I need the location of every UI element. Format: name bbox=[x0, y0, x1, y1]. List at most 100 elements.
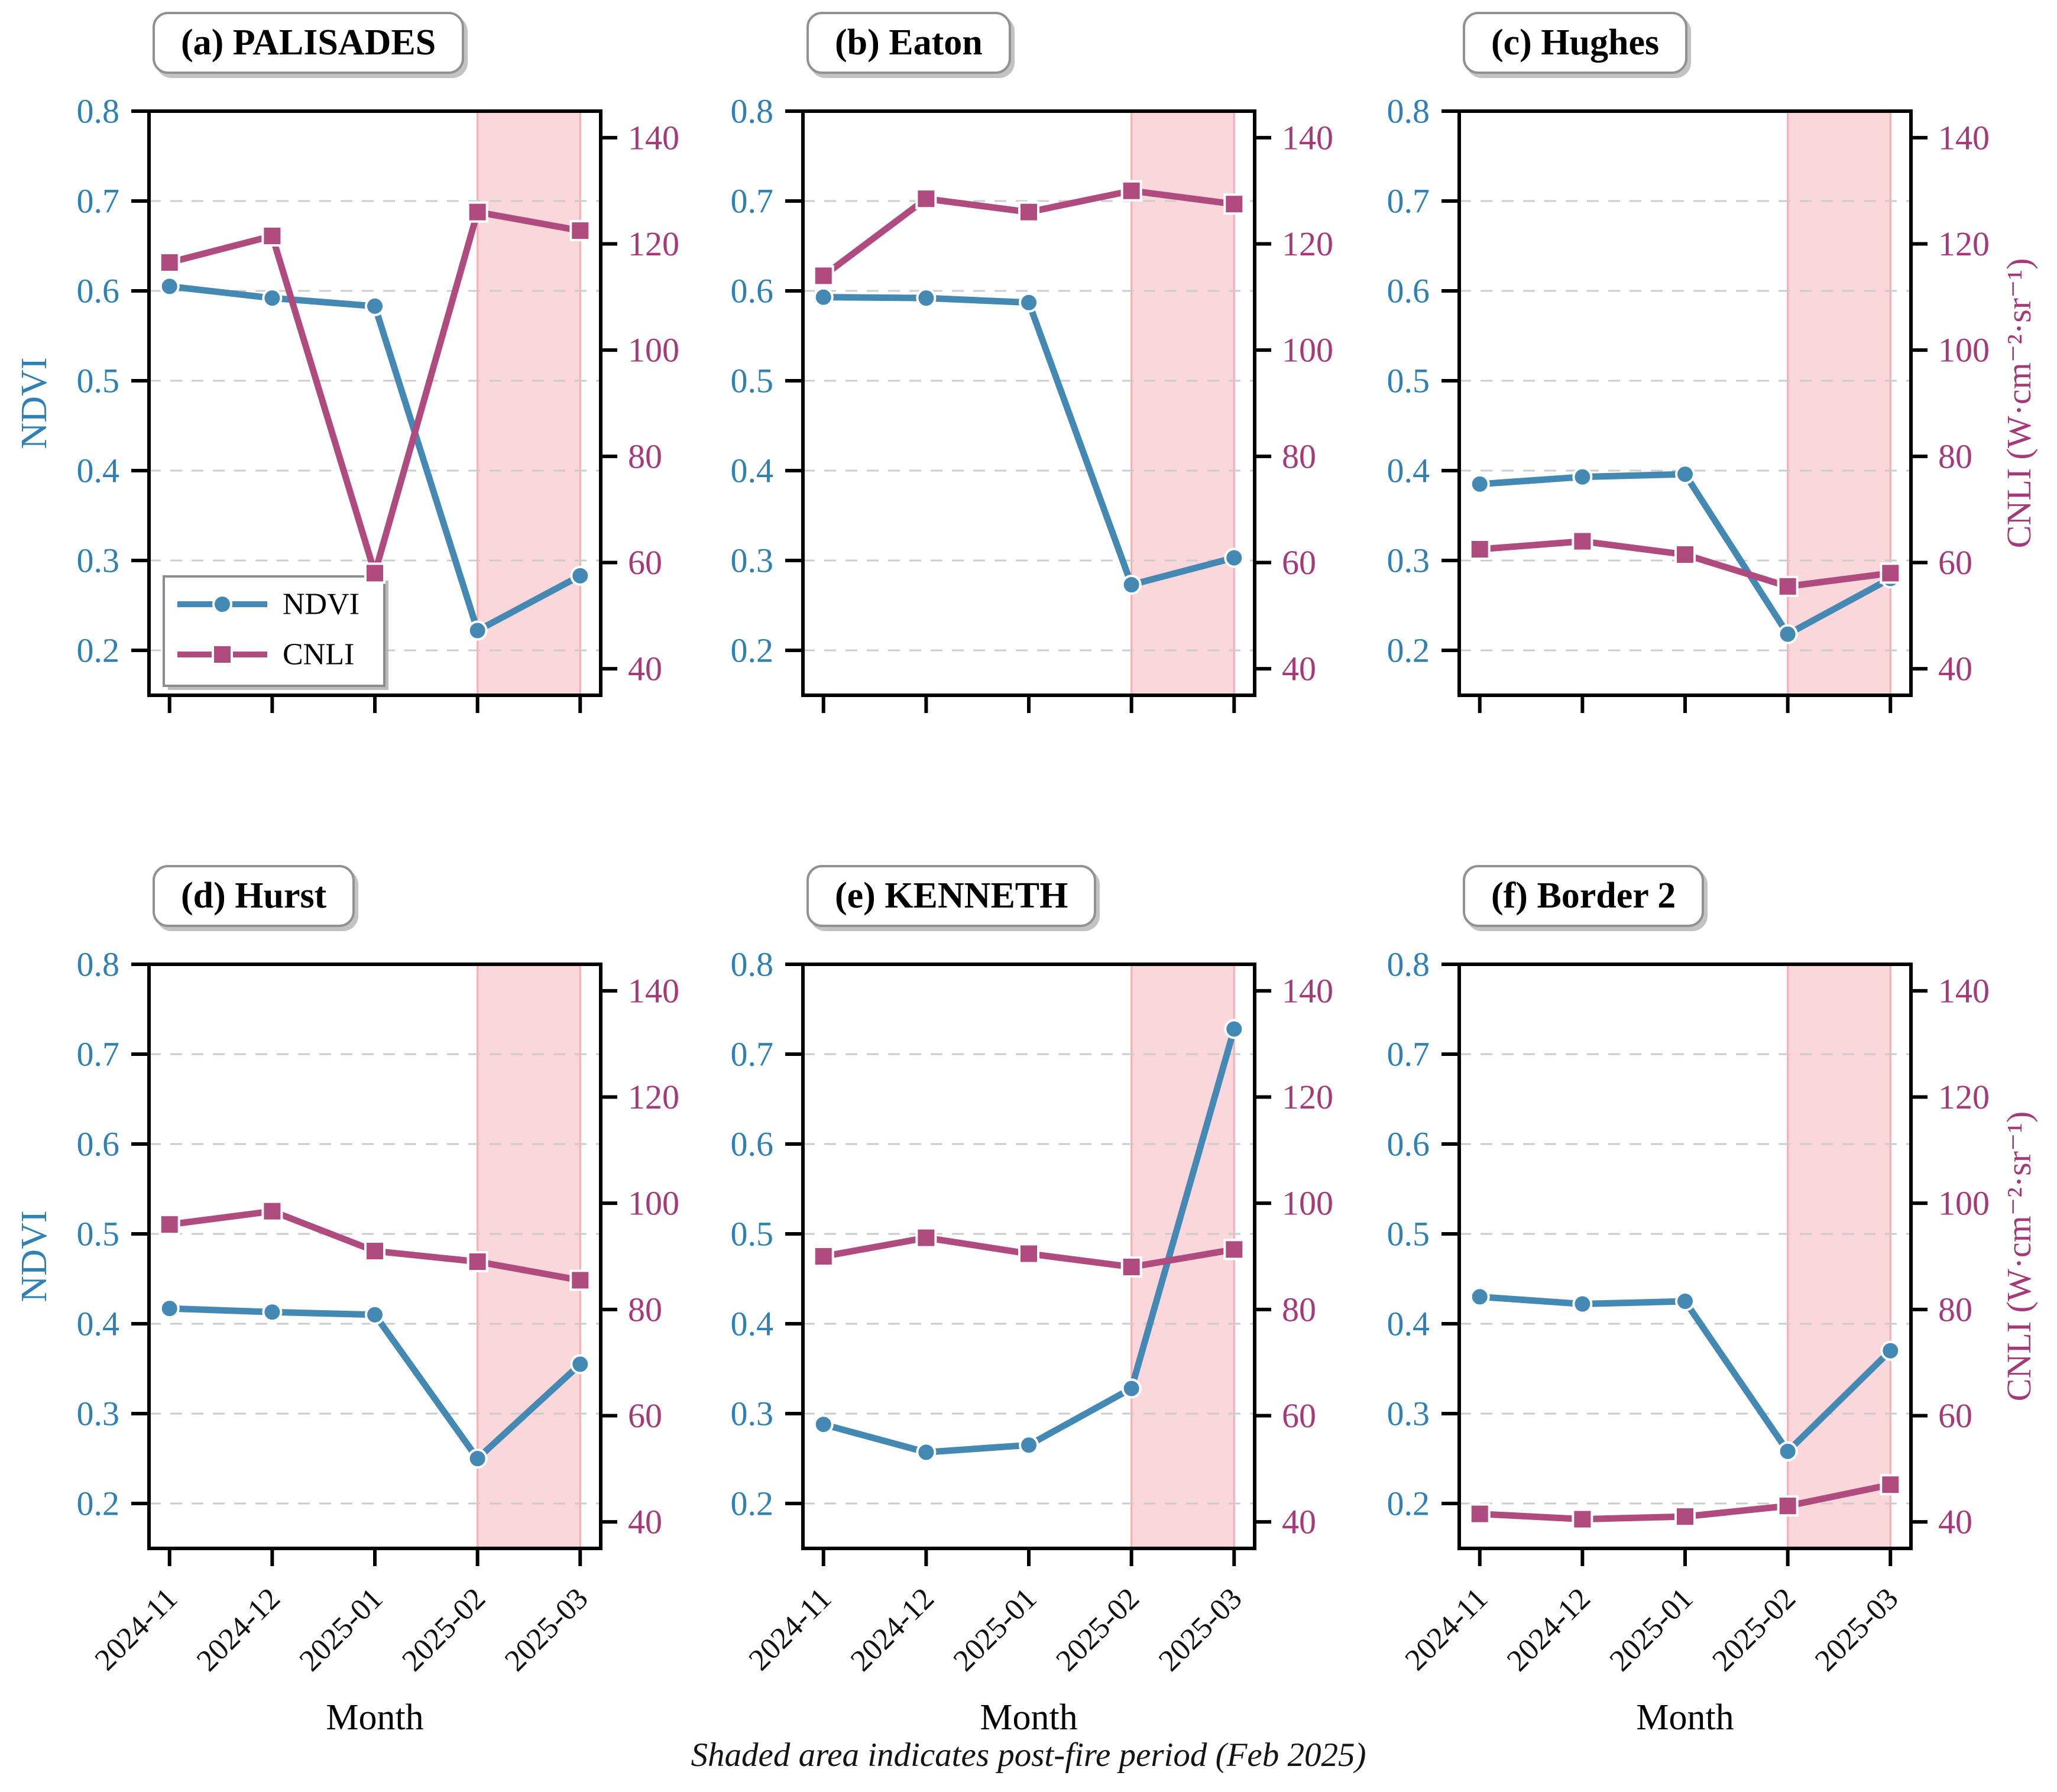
ndvi-point-marker bbox=[467, 1448, 488, 1469]
left-tick-label: 0.7 bbox=[77, 1035, 120, 1074]
right-tick-label: 80 bbox=[628, 1290, 662, 1328]
panel-title-e: (e) KENNETH bbox=[806, 865, 1097, 928]
right-tick-label: 120 bbox=[1282, 225, 1333, 263]
panel-c: 0.8 0.7 0.6 0.5 0.4 0.3 0.2 140 120 100 80 60 40 CNLI… bbox=[1387, 92, 2038, 713]
left-tick-label: 0.5 bbox=[77, 362, 120, 400]
panel-title-d: (d) Hurst bbox=[153, 865, 355, 928]
ndvi-point-marker bbox=[1572, 466, 1593, 487]
cnli-point-marker bbox=[1572, 530, 1593, 552]
left-tick-label: 0.8 bbox=[731, 92, 774, 131]
right-tick-label: 100 bbox=[1938, 331, 1990, 370]
figure-caption: Shaded area indicates post-fire period (… bbox=[691, 1736, 1366, 1774]
ndvi-point-marker bbox=[1675, 1291, 1695, 1311]
post-fire-shading bbox=[477, 964, 581, 1548]
left-tick-label: 0.8 bbox=[1387, 92, 1430, 131]
panel-f: 0.8 0.7 0.6 0.5 0.4 0.3 0.2 140 120 100 80 60 40 2024… bbox=[1387, 945, 2039, 1738]
ndvi-point-marker bbox=[1121, 1378, 1142, 1399]
cnli-point-marker bbox=[1018, 1243, 1039, 1265]
ndvi-point-marker bbox=[1572, 1294, 1593, 1314]
panel-title-a: (a) PALISADES bbox=[153, 12, 465, 74]
ndvi-point-marker bbox=[1224, 1019, 1245, 1039]
left-tick-label: 0.6 bbox=[1387, 1125, 1430, 1164]
cnli-point-marker bbox=[1674, 543, 1696, 565]
left-tick-label: 0.2 bbox=[731, 631, 774, 670]
left-tick-label: 0.4 bbox=[1387, 452, 1430, 490]
cnli-point-marker bbox=[812, 265, 834, 287]
cnli-point-marker bbox=[1223, 193, 1245, 215]
left-tick-label: 0.3 bbox=[731, 1395, 774, 1433]
right-tick-label: 40 bbox=[1282, 1503, 1316, 1541]
ndvi-point-marker bbox=[1880, 1340, 1901, 1361]
left-tick-label: 0.8 bbox=[77, 92, 120, 131]
right-axis-label: CNLI (W·cm⁻²·sr⁻¹) bbox=[2000, 258, 2038, 549]
left-tick-label: 0.2 bbox=[1387, 1485, 1430, 1523]
cnli-point-marker bbox=[158, 1214, 180, 1236]
left-tick-label: 0.7 bbox=[1387, 182, 1430, 221]
left-axis-label: NDVI bbox=[14, 358, 54, 449]
x-tick-label: 2024-11 bbox=[89, 1582, 184, 1677]
left-tick-label: 0.6 bbox=[1387, 272, 1430, 310]
post-fire-shading bbox=[477, 111, 581, 695]
panel-d: 0.8 0.7 0.6 0.5 0.4 0.3 0.2 140 120 100 80 60 40 2024… bbox=[14, 945, 679, 1738]
cnli-point-marker bbox=[1469, 1503, 1491, 1525]
left-tick-label: 0.7 bbox=[77, 182, 120, 221]
x-tick-label: 2024-12 bbox=[844, 1582, 941, 1678]
right-tick-label: 60 bbox=[628, 543, 662, 582]
left-tick-label: 0.4 bbox=[731, 1305, 774, 1343]
post-fire-shading bbox=[1787, 111, 1891, 695]
cnli-point-marker bbox=[261, 225, 283, 247]
right-tick-label: 80 bbox=[1938, 437, 1972, 475]
right-tick-label: 120 bbox=[1938, 225, 1990, 263]
legend: NDVI CNLI bbox=[163, 575, 388, 690]
cnli-point-marker bbox=[1223, 1239, 1245, 1260]
left-tick-label: 0.5 bbox=[731, 362, 774, 400]
legend-box bbox=[163, 575, 386, 687]
x-tick-label: 2025-02 bbox=[1049, 1582, 1146, 1678]
ndvi-point-marker bbox=[1777, 624, 1798, 644]
left-tick-label: 0.7 bbox=[1387, 1035, 1430, 1074]
cnli-point-marker bbox=[1120, 180, 1142, 202]
ndvi-point-marker bbox=[570, 565, 591, 586]
ndvi-point-marker bbox=[262, 288, 283, 309]
panel-b: 0.8 0.7 0.6 0.5 0.4 0.3 0.2 140 120 100 80 60 40 bbox=[731, 92, 1333, 713]
left-tick-label: 0.4 bbox=[1387, 1305, 1430, 1343]
ndvi-point-marker bbox=[262, 1302, 283, 1323]
ndvi-point-marker bbox=[916, 288, 937, 309]
panel-a: NDVI CNLI 0.8 0.7 0.6 0.5 0.4 0.3 0.2 140 120 100 80… bbox=[14, 92, 679, 713]
cnli-point-marker bbox=[1880, 1474, 1901, 1496]
left-tick-label: 0.4 bbox=[77, 452, 120, 490]
ndvi-point-marker bbox=[813, 1414, 834, 1435]
left-tick-label: 0.5 bbox=[1387, 362, 1430, 400]
cnli-point-marker bbox=[569, 220, 591, 242]
legend-ndvi-marker-icon bbox=[212, 594, 232, 614]
cnli-point-marker bbox=[569, 1269, 591, 1291]
ndvi-point-marker bbox=[365, 1304, 385, 1325]
cnli-point-marker bbox=[1674, 1506, 1696, 1528]
left-tick-label: 0.2 bbox=[77, 631, 120, 670]
left-tick-label: 0.6 bbox=[731, 1125, 774, 1164]
left-tick-label: 0.3 bbox=[731, 542, 774, 580]
left-tick-label: 0.6 bbox=[731, 272, 774, 310]
right-tick-label: 40 bbox=[1938, 1503, 1972, 1541]
x-tick-label: 2025-03 bbox=[498, 1582, 595, 1678]
cnli-point-marker bbox=[1469, 539, 1491, 560]
x-tick-label: 2025-03 bbox=[1809, 1582, 1905, 1678]
legend-cnli-marker-icon bbox=[212, 644, 233, 665]
right-tick-label: 60 bbox=[628, 1396, 662, 1435]
panel-title-c: (c) Hughes bbox=[1463, 12, 1688, 74]
right-tick-label: 140 bbox=[1938, 118, 1990, 157]
right-axis-label: CNLI (W·cm⁻²·sr⁻¹) bbox=[2000, 1112, 2038, 1402]
cnli-point-marker bbox=[915, 1227, 937, 1249]
x-tick-label: 2024-11 bbox=[743, 1582, 838, 1677]
right-tick-label: 80 bbox=[628, 437, 662, 475]
ndvi-point-marker bbox=[159, 276, 180, 297]
right-tick-label: 60 bbox=[1938, 543, 1972, 582]
cnli-point-marker bbox=[1777, 575, 1799, 597]
right-tick-label: 120 bbox=[628, 225, 679, 263]
ndvi-point-marker bbox=[1469, 1287, 1490, 1307]
panel-title-b: (b) Eaton bbox=[806, 12, 1011, 74]
cnli-point-marker bbox=[812, 1246, 834, 1267]
x-tick-label: 2025-02 bbox=[1706, 1582, 1802, 1678]
